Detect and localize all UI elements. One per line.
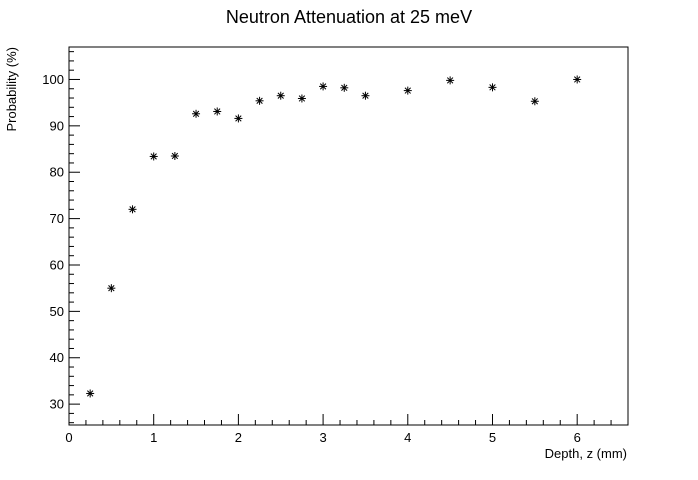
x-tick-label: 6 xyxy=(574,430,581,445)
data-point xyxy=(573,75,582,84)
data-point xyxy=(86,389,95,398)
data-point xyxy=(530,97,539,106)
y-tick-label: 60 xyxy=(50,257,64,272)
data-point xyxy=(107,284,116,293)
data-point xyxy=(446,76,455,85)
data-point xyxy=(149,152,158,161)
data-point xyxy=(255,96,264,105)
data-point xyxy=(128,205,137,214)
data-point xyxy=(361,91,370,100)
data-point xyxy=(213,107,222,116)
data-point xyxy=(234,114,243,123)
data-point xyxy=(403,86,412,95)
y-tick-label: 40 xyxy=(50,350,64,365)
x-tick-label: 2 xyxy=(235,430,242,445)
data-point xyxy=(488,83,497,92)
plot-frame xyxy=(68,46,629,426)
y-axis-title: Probability (%) xyxy=(4,47,19,132)
data-point xyxy=(170,151,179,160)
tick-labels: 0 1 2 3 4 5 6 30 40 50 60 70 80 90 100 xyxy=(42,72,581,445)
data-points xyxy=(86,75,582,398)
y-tick-label: 100 xyxy=(42,72,64,87)
data-point xyxy=(276,91,285,100)
data-point xyxy=(192,109,201,118)
x-tick-label: 1 xyxy=(150,430,157,445)
y-tick-label: 50 xyxy=(50,304,64,319)
x-tick-label: 5 xyxy=(489,430,496,445)
x-tick-label: 0 xyxy=(65,430,72,445)
chart-title: Neutron Attenuation at 25 meV xyxy=(226,7,472,27)
axis-ticks xyxy=(68,51,629,425)
y-tick-label: 80 xyxy=(50,165,64,180)
data-point xyxy=(340,83,349,92)
data-point xyxy=(297,94,306,103)
y-tick-label: 90 xyxy=(50,118,64,133)
data-point xyxy=(319,82,328,91)
x-axis-title: Depth, z (mm) xyxy=(545,446,627,461)
y-tick-label: 70 xyxy=(50,211,64,226)
y-tick-label: 30 xyxy=(50,397,64,412)
x-tick-label: 3 xyxy=(319,430,326,445)
x-tick-label: 4 xyxy=(404,430,411,445)
